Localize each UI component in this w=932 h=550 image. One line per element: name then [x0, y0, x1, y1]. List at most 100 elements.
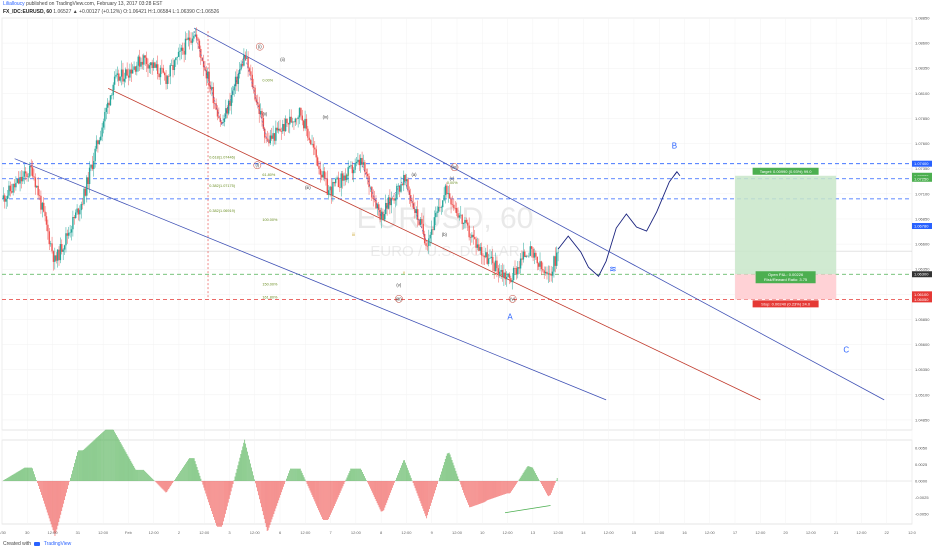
- candle-body: [326, 178, 329, 195]
- candle-body: [237, 74, 240, 84]
- candle-body: [314, 147, 316, 150]
- candle-body: [440, 207, 443, 208]
- wave-label: v: [403, 270, 406, 275]
- candle-body: [346, 174, 348, 181]
- price-badge-label: 1.06300: [914, 272, 929, 277]
- candle-body: [333, 181, 335, 184]
- candle-body: [9, 185, 12, 192]
- price-tick-label: 1.06600: [915, 242, 930, 247]
- candle-body: [341, 173, 344, 181]
- candle-body: [271, 135, 273, 139]
- candle-body: [521, 258, 523, 260]
- candle-body: [34, 177, 37, 188]
- time-tick-label: 2: [178, 530, 181, 535]
- candle-body: [542, 269, 544, 271]
- candle-body: [361, 157, 363, 165]
- candle-body: [390, 198, 392, 206]
- candle-body: [116, 73, 119, 75]
- candle-body: [372, 197, 374, 200]
- candle-body: [532, 248, 534, 258]
- fib-label: 0.00%: [262, 78, 273, 82]
- candle-body: [543, 270, 545, 274]
- time-tick-label: 12:00: [149, 530, 160, 535]
- wave-label: (iv): [452, 165, 458, 170]
- candle-body: [400, 184, 402, 192]
- candle-body: [451, 204, 454, 206]
- candle-body: [52, 251, 55, 262]
- candle-body: [499, 271, 501, 274]
- created-with-text: Created with: [3, 541, 32, 547]
- candle-body: [316, 157, 319, 166]
- time-tick-label: 12:00: [856, 530, 867, 535]
- candle-body: [408, 190, 411, 195]
- candle-body: [323, 171, 326, 179]
- candle-body: [15, 182, 17, 188]
- candle-body: [291, 121, 294, 123]
- watermark-name: EURO / U.S. DOLLAR: [370, 243, 519, 260]
- candle-body: [353, 169, 355, 174]
- time-tick-label: 12:00: [654, 530, 665, 535]
- oscillator-tick-label: 0.0025: [915, 462, 928, 467]
- candle-body: [31, 167, 34, 177]
- candle-body: [193, 35, 195, 39]
- candle-body: [51, 243, 53, 252]
- candle-body: [201, 57, 203, 62]
- candle-body: [411, 201, 413, 204]
- candle-body: [277, 128, 280, 131]
- candle-body: [150, 62, 152, 66]
- candle-body: [421, 218, 423, 224]
- candle-body: [322, 171, 324, 178]
- candle-body: [294, 118, 297, 123]
- candle-body: [168, 76, 170, 77]
- wave-label: (ii): [280, 57, 285, 62]
- candle-body: [485, 252, 487, 258]
- candle-body: [247, 57, 249, 69]
- candle-body: [450, 198, 452, 205]
- candle-body: [315, 149, 317, 158]
- candle-body: [469, 237, 472, 238]
- candle-body: [273, 133, 276, 141]
- candle-body: [214, 103, 216, 104]
- candle-body: [383, 214, 386, 220]
- divergence-line: [504, 505, 551, 514]
- publisher-user[interactable]: Lilialloucy: [3, 1, 25, 7]
- candle-body: [187, 37, 189, 40]
- time-tick-label: 17: [733, 530, 738, 535]
- time-tick-label: 12:00: [806, 530, 817, 535]
- target-label: Target: 0.00990 (0.93%) 99.0: [760, 169, 813, 174]
- candle-body: [258, 104, 260, 114]
- price-tick-label: 1.05350: [915, 367, 930, 372]
- candle-body: [519, 258, 522, 269]
- candle-body: [275, 127, 277, 141]
- time-tick-label: 3: [228, 530, 231, 535]
- candle-body: [536, 256, 538, 264]
- candle-body: [188, 37, 191, 41]
- candle-body: [98, 140, 101, 145]
- candle-body: [177, 51, 180, 57]
- candle-body: [305, 118, 308, 129]
- candle-body: [69, 232, 71, 234]
- wave-label: (v): [510, 296, 515, 301]
- candle-body: [428, 238, 430, 246]
- candle-body: [101, 127, 103, 137]
- candle-body: [182, 47, 184, 51]
- candle-body: [418, 219, 420, 226]
- wave-label: (iii): [396, 296, 402, 301]
- candle-body: [245, 57, 248, 59]
- candle-body: [41, 202, 44, 210]
- candle-body: [24, 171, 27, 174]
- candle-body: [12, 183, 14, 193]
- candle-body: [37, 185, 39, 196]
- candle-body: [348, 166, 351, 168]
- candle-body: [325, 178, 327, 179]
- candle-body: [468, 225, 470, 238]
- candle-body: [30, 165, 32, 168]
- time-tick-label: 12:00: [452, 530, 463, 535]
- candle-body: [473, 237, 476, 239]
- price-badge: [912, 223, 932, 230]
- candle-body: [122, 69, 124, 82]
- candle-body: [302, 120, 305, 129]
- candle-body: [328, 190, 330, 195]
- tradingview-brand[interactable]: TradingView: [43, 541, 72, 547]
